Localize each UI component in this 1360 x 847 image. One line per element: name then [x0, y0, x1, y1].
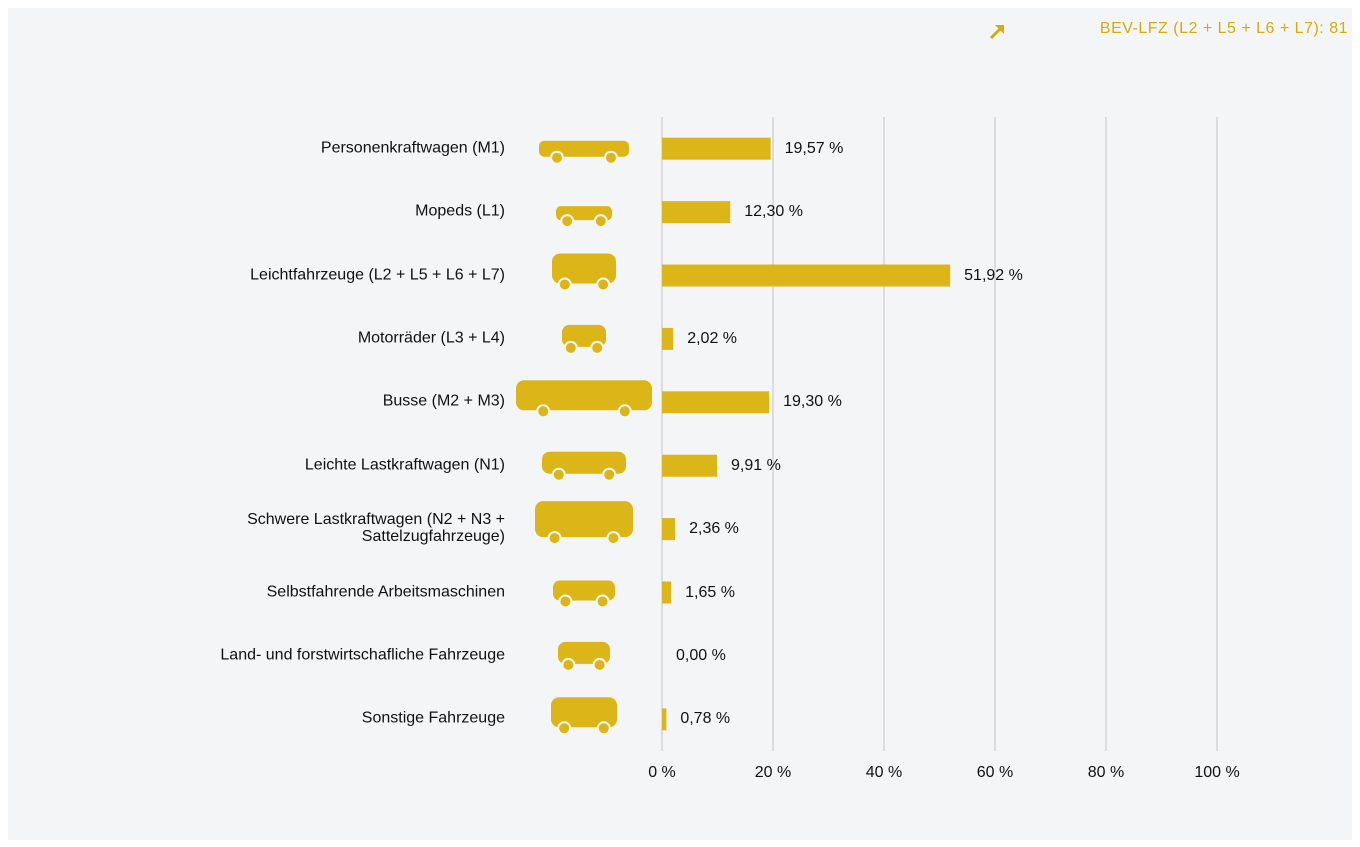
- vehicle-icon: [542, 451, 626, 482]
- vehicle-icon: [551, 697, 617, 736]
- x-tick-label: 60 %: [976, 764, 1014, 781]
- vehicle-icon: [553, 580, 615, 609]
- bar: [662, 518, 676, 541]
- vehicle-icon: [558, 641, 610, 672]
- vehicle-icon: [552, 253, 616, 292]
- bar: [662, 264, 951, 287]
- bar: [662, 391, 770, 414]
- value-label: 51,92 %: [964, 266, 1023, 284]
- category-label: Busse (M2 + M3): [382, 392, 505, 410]
- x-tick-label: 100 %: [1194, 764, 1240, 781]
- value-label: 12,30 %: [744, 203, 803, 221]
- vehicle-icon: [535, 501, 633, 546]
- vehicle-icon: [562, 324, 606, 355]
- x-tick-label: 0 %: [648, 764, 676, 781]
- category-label: Leichte Lastkraftwagen (N1): [304, 456, 505, 474]
- category-label: Schwere Lastkraftwagen (N2 + N3 + Sattel…: [247, 511, 505, 546]
- value-label: 0,78 %: [680, 710, 731, 728]
- x-tick-label: 80 %: [1087, 764, 1125, 781]
- annotation: BEV-LFZ (L2 + L5 + L6 + L7): 81: [1100, 20, 1348, 38]
- bar: [662, 581, 672, 604]
- bar: [662, 137, 771, 160]
- bar: [662, 327, 674, 350]
- vehicle-icon: [539, 140, 629, 165]
- value-label: 19,30 %: [783, 393, 842, 411]
- arrow-icon: [989, 25, 1004, 40]
- category-label: Motorräder (L3 + L4): [357, 329, 505, 347]
- value-label: 0,00 %: [676, 646, 726, 664]
- value-label: 9,91 %: [731, 456, 781, 474]
- category-label: Sonstige Fahrzeuge: [361, 709, 505, 727]
- vehicle-icon: [556, 206, 612, 229]
- bar: [662, 201, 731, 224]
- category-label: Selbstfahrende Arbeitsmaschinen: [266, 583, 505, 601]
- value-label: 2,36 %: [689, 520, 739, 538]
- value-label: 2,02 %: [687, 329, 738, 347]
- category-label: Land- und forstwirtschafliche Fahrzeuge: [220, 646, 505, 664]
- value-label: 1,65 %: [685, 583, 735, 601]
- value-label: 19,57 %: [784, 139, 844, 157]
- x-tick-label: 20 %: [754, 764, 792, 781]
- bar: [662, 454, 718, 477]
- category-label: Mopeds (L1): [415, 202, 505, 220]
- annotation-text: BEV-LFZ (L2 + L5 + L6 + L7): 81: [1099, 20, 1348, 37]
- category-label: Personenkraftwagen (M1): [320, 139, 505, 157]
- bar: [662, 708, 667, 731]
- x-tick-label: 40 %: [865, 764, 903, 781]
- category-label: Leichtfahrzeuge (L2 + L5 + L6 + L7): [250, 266, 505, 284]
- vehicle-icon: [516, 380, 652, 419]
